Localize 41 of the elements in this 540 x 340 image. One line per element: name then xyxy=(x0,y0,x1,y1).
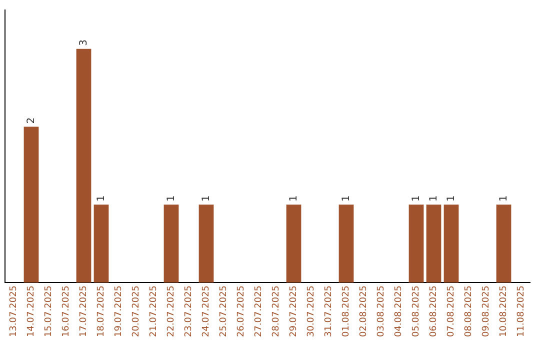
x-tick-label: 14.07.2025 xyxy=(26,285,37,337)
x-tick-label: 03.08.2025 xyxy=(376,285,387,337)
x-tick-label: 05.08.2025 xyxy=(412,285,422,337)
x-tick-label: 19.07.2025 xyxy=(114,285,124,337)
x-tick-label: 26.07.2025 xyxy=(236,285,247,337)
x-tick-label: 24.07.2025 xyxy=(202,285,212,337)
x-tick-label: 27.07.2025 xyxy=(254,285,264,337)
x-tick-label: 22.07.2025 xyxy=(166,285,177,337)
x-tick-label: 29.07.2025 xyxy=(289,285,300,337)
x-tick-label: 09.08.2025 xyxy=(482,285,492,337)
x-tick-label: 23.07.2025 xyxy=(184,285,194,337)
data-label: 1 xyxy=(96,195,107,202)
x-tick-label: 13.07.2025 xyxy=(9,285,20,337)
x-tick-label: 08.08.2025 xyxy=(464,285,474,337)
x-tick-label: 04.08.2025 xyxy=(394,285,404,337)
x-tick-label: 16.07.2025 xyxy=(62,285,72,337)
x-tick-label: 21.07.2025 xyxy=(149,285,160,337)
data-label: 3 xyxy=(78,40,90,46)
data-label: 1 xyxy=(200,195,212,202)
data-label: 1 xyxy=(410,195,422,202)
x-tick-label: 06.08.2025 xyxy=(429,285,440,337)
x-tick-label: 28.07.2025 xyxy=(272,285,282,337)
x-tick-label: 18.07.2025 xyxy=(96,285,107,337)
x-tick-label: 30.07.2025 xyxy=(306,285,317,337)
data-label: 1 xyxy=(166,195,177,202)
data-label: 2 xyxy=(26,117,37,124)
x-tick-label: 31.07.2025 xyxy=(324,285,334,337)
x-tick-label: 01.08.2025 xyxy=(342,285,352,337)
x-tick-label: 15.07.2025 xyxy=(44,285,54,337)
data-label: 1 xyxy=(498,195,510,202)
data-label: 1 xyxy=(446,195,457,202)
data-label: 1 xyxy=(428,195,440,202)
x-tick-label: 11.08.2025 xyxy=(516,285,527,337)
x-tick-label: 07.08.2025 xyxy=(446,285,457,337)
x-tick-label: 25.07.2025 xyxy=(219,285,230,337)
data-label: 1 xyxy=(288,195,300,202)
data-label: 1 xyxy=(340,195,352,202)
x-tick-label: 02.08.2025 xyxy=(359,285,370,337)
x-tick-label: 10.08.2025 xyxy=(499,285,510,337)
x-tick-label: 20.07.2025 xyxy=(132,285,142,337)
x-tick-label: 17.07.2025 xyxy=(79,285,90,337)
